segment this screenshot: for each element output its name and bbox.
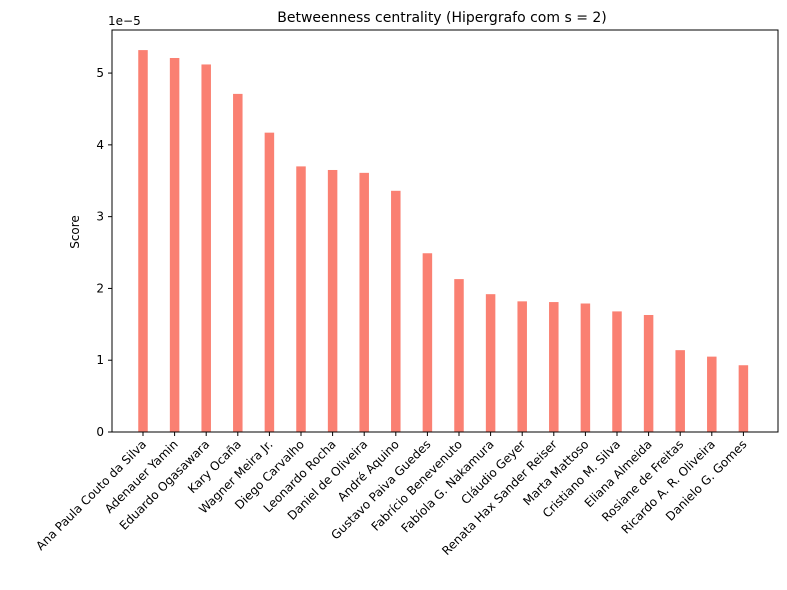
bar — [201, 64, 211, 432]
bar — [485, 294, 496, 432]
y-tick-label: 2 — [96, 281, 104, 295]
bar — [138, 50, 148, 432]
bar — [296, 166, 306, 432]
bar — [612, 311, 622, 432]
y-tick-label: 1 — [96, 353, 104, 367]
bar — [738, 365, 749, 432]
bar — [391, 190, 401, 432]
bar — [707, 356, 717, 432]
bar — [675, 350, 685, 432]
y-axis-label: Score — [68, 215, 82, 249]
bar — [264, 132, 275, 432]
bar — [422, 253, 433, 432]
bars-group — [138, 50, 749, 432]
bar — [327, 169, 338, 432]
bar — [549, 302, 559, 432]
bar — [517, 301, 527, 432]
bar — [580, 303, 591, 432]
bar — [169, 57, 180, 432]
y-ticks-group: 0 1 2 3 4 5 — [96, 66, 112, 439]
y-axis-multiplier: 1e−5 — [108, 14, 141, 28]
y-tick-label: 3 — [96, 210, 104, 224]
plot-frame — [111, 29, 779, 433]
bar — [233, 93, 243, 432]
chart-title: Betweenness centrality (Hipergrafo com s… — [277, 10, 607, 26]
bar — [359, 172, 369, 432]
y-tick-label: 4 — [96, 138, 104, 152]
y-tick-label: 5 — [96, 66, 104, 80]
bar — [454, 279, 464, 432]
bar — [643, 314, 654, 432]
y-tick-label: 0 — [96, 425, 104, 439]
